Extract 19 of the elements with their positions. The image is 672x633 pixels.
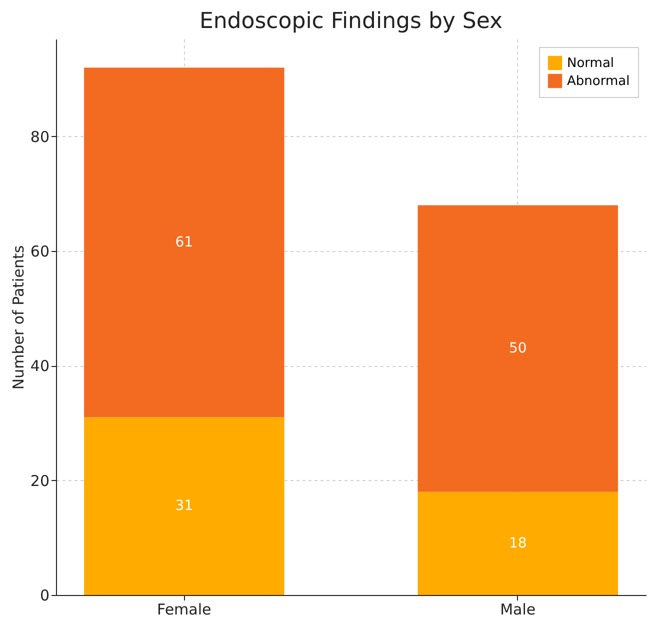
x-tick-label: Male bbox=[500, 600, 536, 618]
y-tick-label: 60 bbox=[30, 242, 50, 261]
y-tick-label: 40 bbox=[30, 357, 50, 376]
data-label: 18 bbox=[508, 535, 527, 552]
y-tick-label: 0 bbox=[40, 586, 50, 604]
bar bbox=[418, 205, 618, 492]
legend-label: Normal bbox=[567, 56, 614, 71]
x-tick-label: Female bbox=[157, 600, 212, 618]
y-tick-label: 20 bbox=[30, 472, 50, 490]
data-label: 50 bbox=[508, 340, 527, 357]
bar bbox=[84, 68, 284, 418]
y-tick-label: 80 bbox=[30, 128, 50, 146]
bar bbox=[418, 492, 618, 595]
data-label: 31 bbox=[175, 498, 194, 514]
legend-label: Abnormal bbox=[567, 74, 630, 89]
data-label: 61 bbox=[175, 234, 194, 250]
chart-title: Endoscopic Findings by Sex bbox=[199, 9, 503, 34]
y-axis-title: Number of Patients bbox=[9, 245, 28, 390]
bar bbox=[84, 417, 284, 595]
